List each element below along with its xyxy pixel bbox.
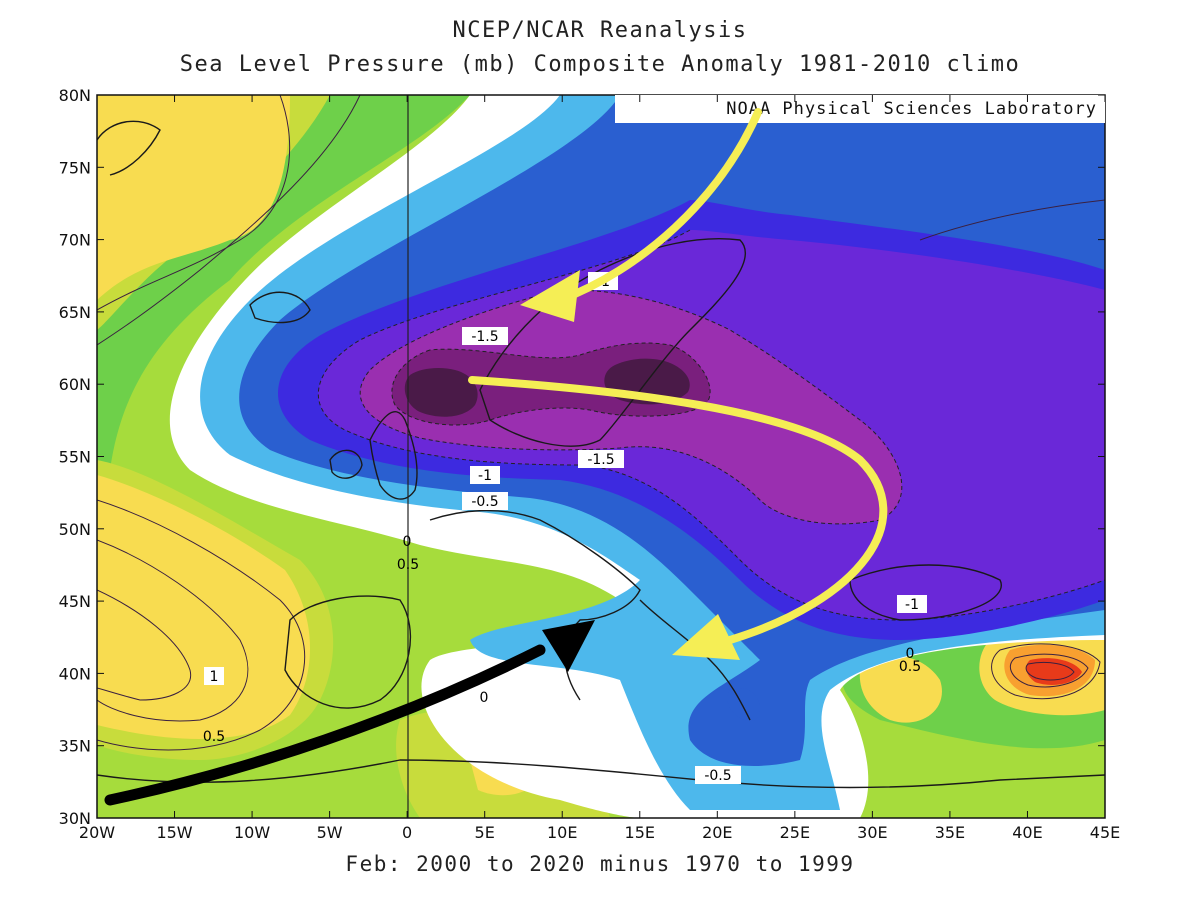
period-caption: Feb: 2000 to 2020 minus 1970 to 1999 bbox=[345, 852, 855, 876]
coastline-north-africa bbox=[97, 759, 1105, 789]
lon-tick-label: 30E bbox=[857, 823, 887, 842]
lon-tick-label: 20W bbox=[79, 823, 115, 842]
contour-line-caspian-2 bbox=[1009, 653, 1089, 688]
lon-tick-label: 40E bbox=[1012, 823, 1042, 842]
contour-value-labels: -1 -1.5 -1.5 -1 -0.5 0 0.5 1 0.5 0 -0.5 … bbox=[203, 272, 927, 784]
contour-line-atl-south-3 bbox=[97, 589, 192, 701]
turkey-yellow-spot bbox=[859, 656, 942, 723]
lon-tick-label: 10E bbox=[547, 823, 577, 842]
label-bg-m05-northsea bbox=[462, 492, 508, 510]
lon-tick-label: 10W bbox=[234, 823, 270, 842]
contour-lines bbox=[97, 95, 1105, 751]
contour-line-caspian-1 bbox=[991, 643, 1101, 700]
coastline-black-sea bbox=[849, 564, 1002, 621]
aegean-minus-05 bbox=[727, 688, 761, 721]
contour-line-atl-north-1 bbox=[97, 95, 291, 311]
atlantic-yellow-south bbox=[97, 475, 310, 739]
label-m15-center: -1.5 bbox=[587, 452, 614, 468]
chart-subtitle: Sea Level Pressure (mb) Composite Anomal… bbox=[179, 52, 1021, 77]
annotation-arrows bbox=[104, 108, 888, 806]
label-zero-channel: 0 bbox=[403, 534, 412, 550]
longitude-axis: 20W 15W 10W 5W 0 5E 10E 15E 20E 25E 30E 35E 40E 45E bbox=[79, 95, 1120, 842]
anomaly-minus-175-west bbox=[404, 367, 478, 417]
black-arrow-head bbox=[542, 620, 595, 672]
label-p05-turkey: 0.5 bbox=[899, 659, 921, 675]
yellow-arrow-north-head bbox=[520, 270, 580, 322]
lat-tick-label: 35N bbox=[59, 737, 91, 756]
label-zero-med: 0 bbox=[480, 690, 489, 706]
contour-line-minus-125 bbox=[359, 289, 903, 525]
yellow-arrow-s-curve-shaft bbox=[468, 376, 888, 644]
yellow-arrow-s-curve-head bbox=[672, 614, 740, 660]
lat-tick-label: 55N bbox=[59, 448, 91, 467]
label-bg-p1-atlantic bbox=[204, 667, 224, 685]
label-p05-bay: 0.5 bbox=[397, 557, 419, 573]
label-m05-north-sea: -0.5 bbox=[471, 494, 498, 510]
label-m1-north-sea: -1 bbox=[478, 468, 492, 484]
contour-line-atl-south-2 bbox=[97, 539, 249, 722]
caspian-red bbox=[1026, 658, 1082, 685]
lon-tick-label: 15E bbox=[625, 823, 655, 842]
lon-tick-label: 0 bbox=[402, 823, 412, 842]
contour-line-caspian-3 bbox=[1025, 661, 1075, 681]
coastline-great-britain bbox=[369, 411, 418, 500]
lat-tick-label: 60N bbox=[59, 375, 91, 394]
contour-line-minus-15 bbox=[391, 342, 711, 426]
label-m15-norway: -1.5 bbox=[471, 329, 498, 345]
contour-line-urals bbox=[919, 199, 1105, 241]
lat-tick-label: 75N bbox=[59, 158, 91, 177]
yellow-arrow-north-shaft bbox=[556, 108, 762, 304]
label-zero-turkey: 0 bbox=[906, 646, 915, 662]
chart-title: NCEP/NCAR Reanalysis bbox=[452, 18, 748, 43]
contour-line-atl-north-2 bbox=[97, 95, 361, 346]
lat-tick-label: 65N bbox=[59, 303, 91, 322]
label-p05-atlantic: 0.5 bbox=[203, 729, 225, 745]
latitude-axis: 80N 75N 70N 65N 60N 55N 50N 45N 40N 35N 30N bbox=[59, 86, 1105, 828]
coastline-greenland bbox=[97, 120, 161, 176]
lon-tick-label: 25E bbox=[780, 823, 810, 842]
lon-tick-label: 15W bbox=[156, 823, 192, 842]
lon-tick-label: 45E bbox=[1090, 823, 1120, 842]
lon-tick-label: 35E bbox=[935, 823, 965, 842]
label-bg-m15-center bbox=[578, 450, 624, 468]
lat-tick-label: 50N bbox=[59, 520, 91, 539]
label-p1-atlantic: 1 bbox=[210, 669, 219, 685]
lat-tick-label: 30N bbox=[59, 809, 91, 828]
black-arrow-shaft bbox=[104, 644, 546, 806]
lon-tick-label: 5W bbox=[317, 823, 343, 842]
lon-tick-label: 5E bbox=[475, 823, 495, 842]
lat-tick-label: 70N bbox=[59, 231, 91, 250]
lon-tick-label: 20E bbox=[702, 823, 732, 842]
contour-fill-layer bbox=[97, 95, 1105, 818]
contour-line-atl-south-1 bbox=[97, 499, 306, 751]
coastline-iceland bbox=[249, 291, 311, 324]
lat-tick-label: 45N bbox=[59, 592, 91, 611]
coastline-ireland bbox=[329, 449, 363, 479]
label-m1-black-sea: -1 bbox=[905, 597, 919, 613]
lat-tick-label: 80N bbox=[59, 86, 91, 105]
lat-tick-label: 40N bbox=[59, 664, 91, 683]
label-bg-m15-norway bbox=[462, 327, 508, 345]
credit-box bbox=[615, 95, 1105, 123]
coastline-iberia bbox=[284, 595, 412, 709]
label-m05-med: -0.5 bbox=[704, 768, 731, 784]
label-bg-m05-med bbox=[695, 766, 741, 784]
credit-text: NOAA Physical Sciences Laboratory bbox=[726, 99, 1097, 119]
atlantic-yellow-north bbox=[97, 95, 290, 300]
label-bg-m1-northsea bbox=[470, 466, 500, 484]
label-bg-m1-blacksea bbox=[897, 595, 927, 613]
